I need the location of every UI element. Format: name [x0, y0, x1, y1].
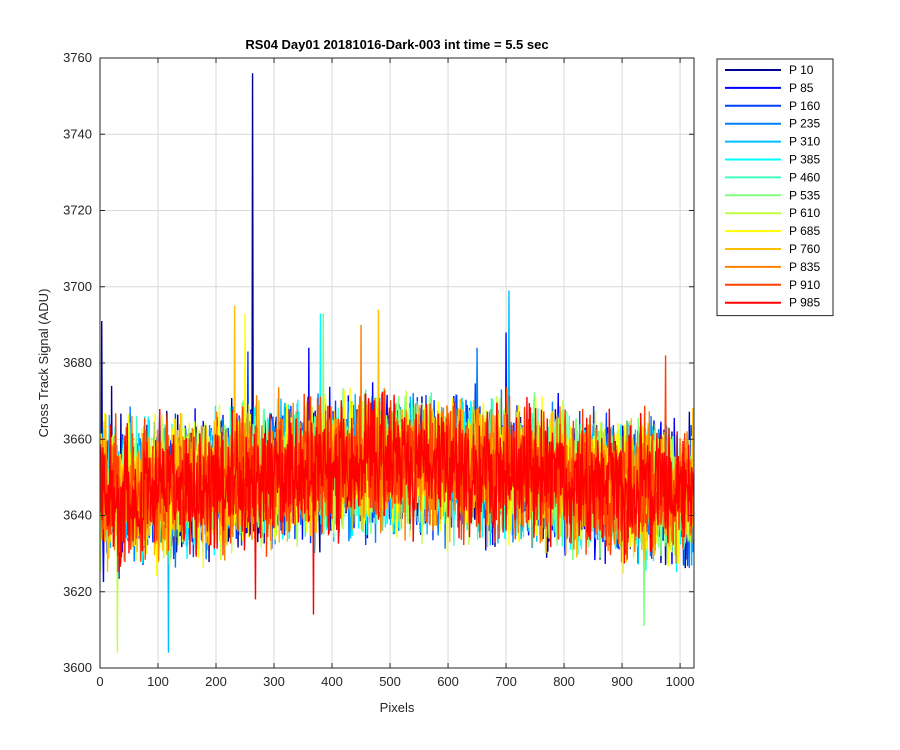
- x-tick-label: 200: [205, 674, 227, 689]
- x-tick-label: 700: [495, 674, 517, 689]
- x-tick-label: 600: [437, 674, 459, 689]
- x-axis: 0 100 200 300 400 500 600 700 800 900 1000: [96, 58, 695, 689]
- y-tick-label: 3640: [63, 508, 92, 523]
- legend-entry-label: P 85: [789, 81, 814, 95]
- legend-entry-label: P 235: [789, 117, 820, 131]
- legend-entry-label: P 460: [789, 170, 820, 184]
- legend-entry-label: P 835: [789, 260, 820, 274]
- legend-entry-label: P 535: [789, 188, 820, 202]
- x-tick-label: 400: [321, 674, 343, 689]
- x-tick-label: 100: [147, 674, 169, 689]
- y-axis: 3600 3620 3640 3660 3680 3700 3720 3740 3760: [63, 50, 694, 675]
- legend-entry-label: P 910: [789, 278, 820, 292]
- y-axis-label: Cross Track Signal (ADU): [36, 289, 51, 438]
- legend-entry-label: P 760: [789, 242, 820, 256]
- y-tick-label: 3740: [63, 126, 92, 141]
- y-tick-label: 3620: [63, 584, 92, 599]
- legend-box: [716, 58, 834, 317]
- legend: P 10 P 85 P 160 P 235 P 310 P 385 P 460 P 535 P …: [716, 58, 834, 317]
- legend-entry-label: P 685: [789, 224, 820, 238]
- legend-entry-label: P 985: [789, 296, 820, 310]
- y-tick-label: 3760: [63, 50, 92, 65]
- x-tick-label: 800: [553, 674, 575, 689]
- y-tick-label: 3660: [63, 431, 92, 446]
- y-tick-label: 3720: [63, 203, 92, 218]
- x-tick-label: 1000: [666, 674, 695, 689]
- legend-entry-label: P 610: [789, 206, 820, 220]
- x-tick-label: 900: [611, 674, 633, 689]
- legend-entry-label: P 160: [789, 99, 820, 113]
- legend-entry-label: P 10: [789, 63, 814, 77]
- y-tick-label: 3700: [63, 279, 92, 294]
- series-line-p-985: [100, 392, 694, 615]
- series-layer: [100, 73, 694, 653]
- x-tick-label: 0: [96, 674, 103, 689]
- legend-entry-label: P 310: [789, 135, 820, 149]
- x-tick-label: 500: [379, 674, 401, 689]
- y-tick-label: 3680: [63, 355, 92, 370]
- legend-entry-label: P 385: [789, 153, 820, 167]
- chart-title: RS04 Day01 20181016-Dark-003 int time = …: [245, 37, 548, 52]
- y-tick-label: 3600: [63, 660, 92, 675]
- x-tick-label: 300: [263, 674, 285, 689]
- x-axis-label: Pixels: [380, 700, 415, 715]
